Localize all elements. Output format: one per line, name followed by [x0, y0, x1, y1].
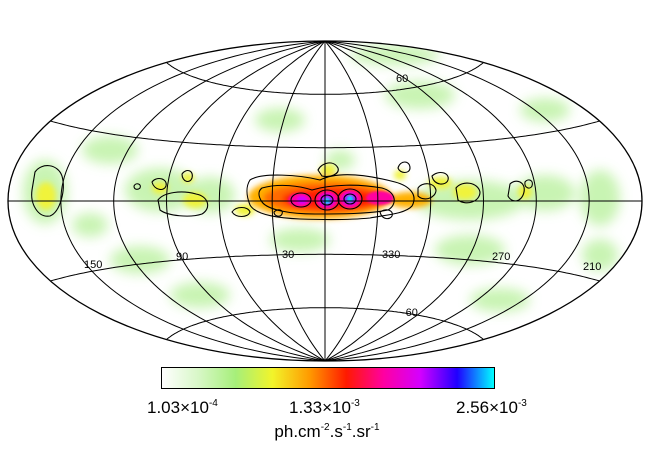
- parallel-line: [166, 62, 484, 95]
- lon-label-270: 270: [492, 251, 510, 263]
- sky-boundary: [7, 40, 643, 362]
- lat-label-minus-60: -60: [402, 307, 418, 319]
- intensity-contours: [31, 161, 533, 221]
- graticule: [7, 40, 643, 362]
- colorbar-mid-label: 1.33×10-3: [289, 398, 360, 417]
- lat-label-60: 60: [396, 73, 408, 85]
- parallel-line: [50, 120, 600, 149]
- lon-label-150: 150: [84, 259, 102, 271]
- colorbar-units: ph.cm-2.s-1.sr-1: [274, 422, 380, 441]
- lon-label-210: 210: [583, 261, 601, 273]
- lon-label-30: 30: [282, 249, 294, 261]
- coordinate-labels: 150 90 30 330 270 210 60 -60: [84, 73, 601, 319]
- colorbar-min-label: 1.03×10-4: [147, 398, 218, 417]
- colorbar: [161, 367, 495, 389]
- parallel-line: [50, 253, 600, 282]
- lon-label-330: 330: [382, 249, 400, 261]
- intensity-map: [23, 45, 620, 312]
- sky-map: 150 90 30 330 270 210 60 -60: [7, 40, 643, 362]
- lon-label-90: 90: [176, 251, 188, 263]
- parallel-line: [166, 307, 484, 340]
- colorbar-max-label: 2.56×10-3: [456, 398, 527, 417]
